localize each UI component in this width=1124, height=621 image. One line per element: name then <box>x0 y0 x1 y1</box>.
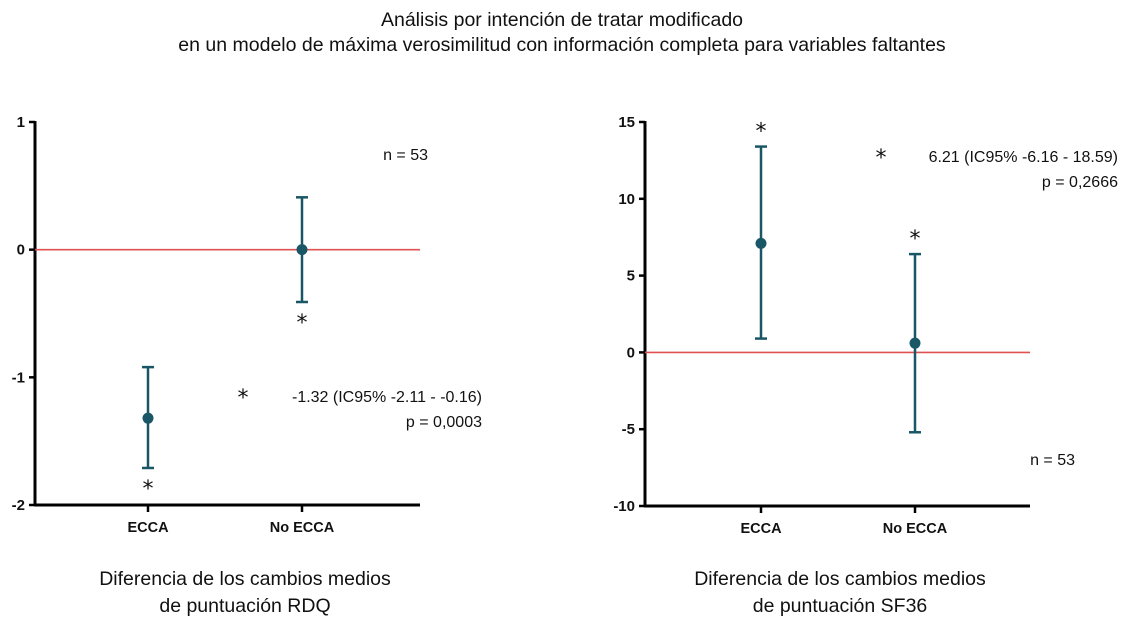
right-y-tick-label: 15 <box>618 114 635 131</box>
left-estimate-annotation: -1.32 (IC95% -2.11 - -0.16) <box>292 389 482 406</box>
left-category-label: No ECCA <box>270 520 335 536</box>
right-category-label: ECCA <box>740 521 782 537</box>
left-y-tick-label: 1 <box>17 114 25 131</box>
right-category-label: No ECCA <box>883 521 948 537</box>
chart-title-line-2: en un modelo de máxima verosimilitud con… <box>178 34 946 56</box>
right-y-tick-label: 0 <box>627 344 635 361</box>
right-p-value-annotation: p = 0,2666 <box>1042 174 1118 191</box>
left-chart-subtitle-line-1: Diferencia de los cambios medios <box>99 568 391 590</box>
left-category-label: ECCA <box>127 520 169 536</box>
right-data-point <box>909 337 921 349</box>
left-y-tick-label: 0 <box>17 242 25 259</box>
right-significance-star: * <box>910 227 921 252</box>
left-significance-star: * <box>297 311 308 336</box>
left-chart-subtitle-line-2: de puntuación RDQ <box>159 595 331 617</box>
left-n-annotation: n = 53 <box>383 147 428 164</box>
right-data-point <box>755 237 767 249</box>
right-y-tick-label: 10 <box>618 191 635 208</box>
right-estimate-annotation: 6.21 (IC95% -6.16 - 18.59) <box>929 149 1118 166</box>
chart-title-line-1: Análisis por intención de tratar modific… <box>380 9 744 31</box>
right-y-tick-label: -5 <box>622 421 635 438</box>
left-annotation-star: * <box>238 386 249 411</box>
right-chart-subtitle-line-1: Diferencia de los cambios medios <box>694 568 986 590</box>
left-y-tick-label: -2 <box>12 497 25 514</box>
right-y-tick-label: -10 <box>613 498 635 515</box>
left-p-value-annotation: p = 0,0003 <box>406 414 482 431</box>
left-significance-star: * <box>143 477 154 502</box>
right-chart-subtitle-line-2: de puntuación SF36 <box>752 595 928 617</box>
right-significance-star: * <box>756 120 767 145</box>
left-y-tick-label: -1 <box>12 369 25 386</box>
left-data-point <box>142 412 154 424</box>
right-y-tick-label: 5 <box>627 268 635 285</box>
right-annotation-star: * <box>876 146 887 171</box>
right-n-annotation: n = 53 <box>1030 452 1075 469</box>
left-data-point <box>296 244 308 256</box>
